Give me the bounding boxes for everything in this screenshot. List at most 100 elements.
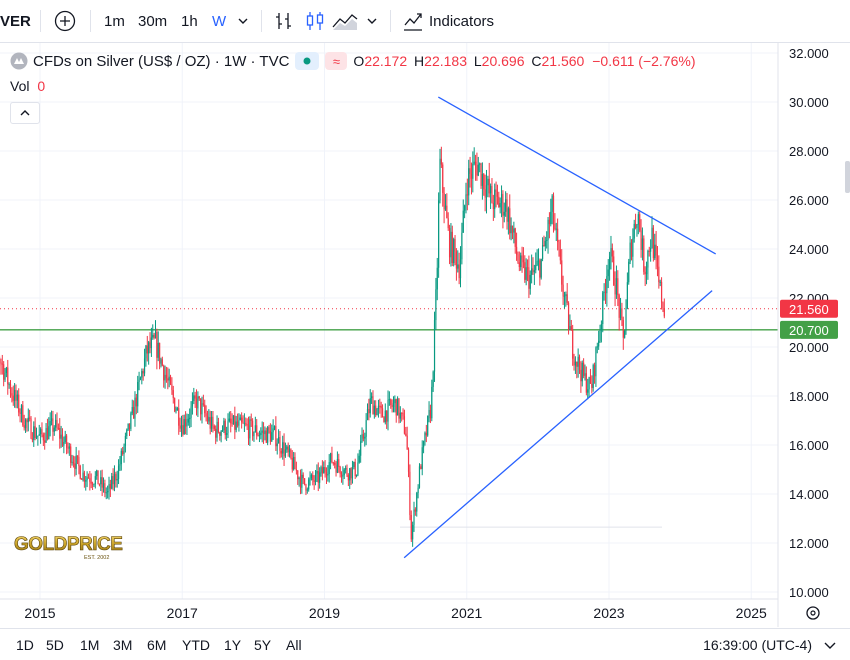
candle-body [472, 164, 473, 179]
candle-body [236, 422, 237, 430]
candle-body [348, 475, 349, 480]
candle-body [182, 425, 183, 434]
delay-badge[interactable]: ≈ [325, 52, 347, 70]
candle-body [464, 205, 465, 210]
candle-body [660, 282, 661, 283]
candle-body [469, 168, 470, 174]
candle-body [413, 509, 414, 524]
range-3m[interactable]: 3M [113, 637, 132, 653]
bar-chart-type-button[interactable] [274, 0, 294, 42]
candle-body [65, 436, 66, 442]
candle-body [199, 396, 200, 398]
compare-button[interactable] [54, 0, 76, 42]
candle-body [145, 346, 146, 359]
candle-body [289, 449, 290, 452]
interval-label: 1m [104, 13, 125, 30]
interval-w[interactable]: W [212, 0, 226, 42]
candle-body [602, 292, 603, 324]
candle-body [361, 434, 362, 441]
candle-body [582, 363, 583, 382]
candle-body [35, 426, 36, 438]
range-1d[interactable]: 1D [16, 637, 34, 653]
chart-type-dropdown[interactable] [366, 0, 378, 42]
candle-body [576, 362, 577, 367]
candle-body [144, 358, 145, 373]
trendline-upper[interactable] [438, 97, 715, 254]
scrollbar-thumb[interactable] [845, 161, 850, 193]
range-6m[interactable]: 6M [147, 637, 166, 653]
trendline-lower[interactable] [404, 291, 712, 558]
candle-body [128, 423, 129, 429]
trendlines-layer [404, 97, 716, 558]
range-1m[interactable]: 1M [80, 637, 99, 653]
candle-body [247, 424, 248, 425]
collapse-legend-button[interactable] [10, 102, 40, 124]
interval-30m[interactable]: 30m [138, 0, 167, 42]
indicators-button[interactable]: Indicators [402, 0, 494, 42]
candle-body [353, 462, 354, 467]
open-label: O [353, 53, 364, 69]
candle-body [639, 214, 640, 230]
candle-body [487, 179, 488, 185]
timezone-clock[interactable]: 16:39:00 (UTC-4) [703, 637, 812, 653]
settings-gear-icon[interactable] [807, 607, 819, 619]
bottom-toolbar: 1D 5D 1M 3M 6M YTD 1Y 5Y All 16:39:00 (U… [0, 628, 850, 660]
candle-body [110, 484, 111, 489]
candle-body [658, 267, 659, 282]
candle-body [33, 426, 34, 440]
market-status-badge[interactable] [295, 52, 319, 70]
low-label: L [474, 53, 482, 69]
candle-body [315, 474, 316, 482]
candle-body [335, 465, 336, 473]
candles-chart-type-button[interactable] [304, 0, 326, 42]
candle-body [616, 278, 617, 294]
interval-label: W [212, 13, 226, 30]
candle-body [419, 466, 420, 487]
candle-body [355, 462, 356, 476]
candle-body [223, 421, 224, 430]
chevron-down-icon[interactable] [822, 637, 838, 653]
candle-body [573, 359, 574, 366]
candle-body [111, 476, 112, 489]
candle-body [642, 238, 643, 249]
indicators-icon [402, 10, 424, 32]
candle-body [441, 159, 442, 165]
candle-body [307, 490, 308, 491]
volume-legend: Vol 0 [10, 78, 45, 94]
candle-body [225, 421, 226, 435]
candle-body [478, 165, 479, 176]
candle-body [475, 162, 476, 165]
candle-body [657, 256, 658, 267]
candle-body [412, 525, 413, 539]
interval-dropdown[interactable] [237, 0, 249, 42]
range-5y[interactable]: 5Y [254, 637, 271, 653]
candle-body [248, 425, 249, 438]
range-ytd[interactable]: YTD [182, 637, 210, 653]
candle-body [88, 477, 89, 478]
candle-body [483, 174, 484, 189]
candle-body [662, 303, 663, 309]
range-1y[interactable]: 1Y [224, 637, 241, 653]
candle-body [394, 399, 395, 403]
candle-body [554, 224, 555, 229]
candle-body [155, 332, 156, 338]
candle-body [430, 410, 431, 418]
range-5d[interactable]: 5D [46, 637, 64, 653]
y-tick-label: 28.000 [789, 144, 829, 159]
range-all[interactable]: All [286, 637, 302, 653]
symbol-search[interactable]: VER [0, 0, 31, 42]
close-value: 21.560 [542, 53, 585, 69]
interval-1h[interactable]: 1h [181, 0, 198, 42]
candle-body [372, 396, 373, 414]
candle-body [363, 434, 364, 438]
candle-body [253, 432, 254, 436]
candle-body [301, 475, 302, 488]
candle-body [338, 459, 339, 467]
interval-1m[interactable]: 1m [104, 0, 125, 42]
candle-body [366, 420, 367, 437]
area-chart-type-button[interactable] [332, 0, 358, 42]
candle-body [104, 483, 105, 493]
candle-body [242, 422, 243, 423]
candle-body [320, 467, 321, 472]
